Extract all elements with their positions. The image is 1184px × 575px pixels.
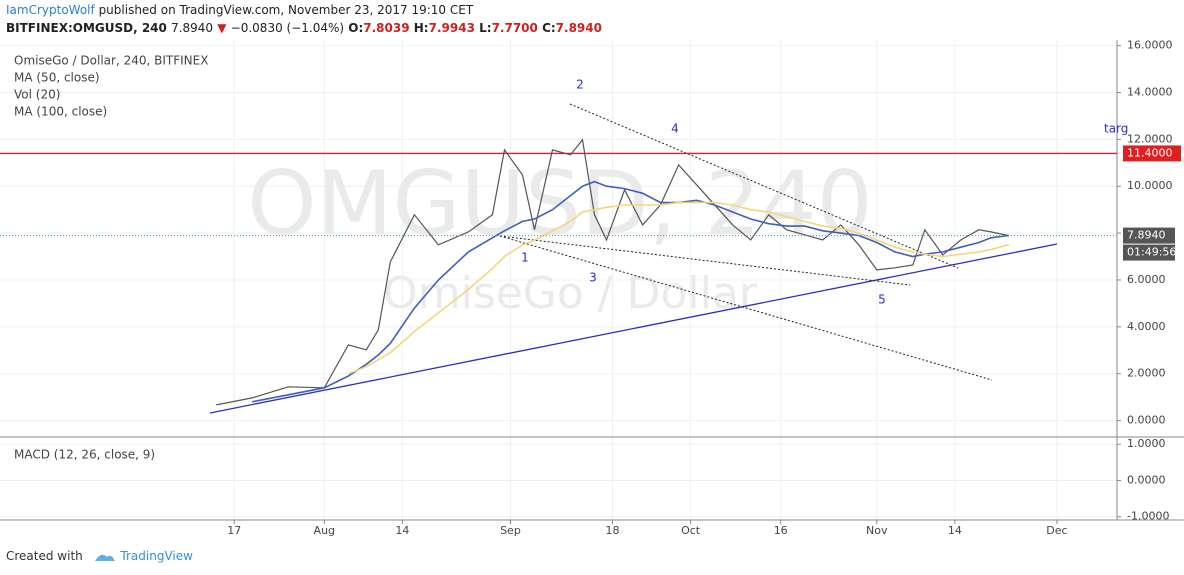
wave-label: 3 (589, 271, 597, 285)
wave-label: 5 (878, 293, 886, 307)
legend-item: Vol (20) (14, 88, 60, 102)
y-tick-label: 12.0000 (1127, 132, 1173, 145)
brand[interactable]: TradingView (120, 549, 193, 563)
price-tag (1123, 145, 1181, 162)
legend-item: MA (50, close) (14, 71, 100, 85)
low: 7.7700 (491, 21, 538, 35)
x-tick-label: 16 (774, 524, 788, 537)
created-with: Created with (6, 549, 83, 563)
legend-item: MA (100, close) (14, 105, 107, 119)
publish-line: IamCryptoWolf published on TradingView.c… (6, 3, 473, 17)
close: 7.8940 (555, 21, 602, 35)
y-tick-label: -1.0000 (1127, 510, 1169, 523)
y-tick-label: 2.0000 (1127, 367, 1166, 380)
x-tick-label: Nov (866, 524, 888, 537)
x-tick-label: Sep (500, 524, 521, 537)
price-tag-label: 11.4000 (1127, 146, 1173, 159)
wave-label: 2 (576, 78, 584, 92)
legend-item: OmiseGo / Dollar, 240, BITFINEX (14, 54, 208, 68)
y-tick-label: 16.0000 (1127, 39, 1173, 52)
trendline-dotted (499, 235, 993, 381)
y-tick-label: 1.0000 (1127, 437, 1166, 450)
countdown: 01:49:56 (1127, 246, 1176, 259)
y-tick-label: 10.0000 (1127, 179, 1173, 192)
change: −0.0830 (−1.04%) (230, 21, 345, 35)
open: 7.8039 (363, 21, 410, 35)
macd-title: MACD (12, 26, close, 9) (14, 448, 155, 462)
y-tick-label: 6.0000 (1127, 273, 1166, 286)
x-tick-label: Aug (314, 524, 335, 537)
series-line (252, 180, 1010, 403)
x-tick-label: 18 (606, 524, 620, 537)
published: published on TradingView.com, November 2… (98, 3, 474, 17)
series-line (348, 201, 1010, 375)
countdown-tag (1123, 244, 1175, 261)
x-tick-label: Dec (1046, 524, 1067, 537)
price-tag-label: 7.8940 (1127, 229, 1166, 242)
last: 7.8940 (171, 21, 214, 35)
author[interactable]: IamCryptoWolf (6, 3, 95, 17)
trendline (209, 243, 1058, 414)
chart: OMGUSD, 240 OmiseGo / Dollar 1 2 3 4 5 t… (0, 39, 1184, 543)
h-label: H: (413, 21, 429, 35)
x-tick-label: 14 (948, 524, 962, 537)
y-tick-label: 0.0000 (1127, 473, 1166, 486)
price-tag (1123, 227, 1175, 244)
background (0, 40, 1184, 543)
logo (94, 554, 115, 561)
c-label: C: (542, 21, 556, 35)
x-tick-label: Oct (681, 524, 701, 537)
target-label: targ (1104, 122, 1128, 136)
y-tick-label: 4.0000 (1127, 320, 1166, 333)
wave-label: 1 (521, 251, 529, 265)
wave-label: 4 (671, 122, 679, 136)
y-tick-label: 14.0000 (1127, 85, 1173, 98)
high: 7.9943 (428, 21, 475, 35)
arrow: ▼ (217, 21, 227, 35)
l-label: L: (479, 21, 492, 35)
trendline-dotted (499, 235, 911, 286)
footer: Created with TradingView (6, 549, 193, 563)
x-tick-label: 17 (227, 524, 241, 537)
symbol: BITFINEX:OMGUSD, 240 (6, 21, 167, 35)
series-line (216, 138, 1010, 406)
x-tick-label: 14 (395, 524, 409, 537)
watermark-sub: OmiseGo / Dollar (383, 268, 758, 319)
grid (0, 40, 1117, 520)
quote-line: BITFINEX:OMGUSD, 240 7.8940 ▼ −0.0830 (−… (6, 21, 602, 35)
o-label: O: (348, 21, 364, 35)
y-tick-label: 0.0000 (1127, 414, 1166, 427)
